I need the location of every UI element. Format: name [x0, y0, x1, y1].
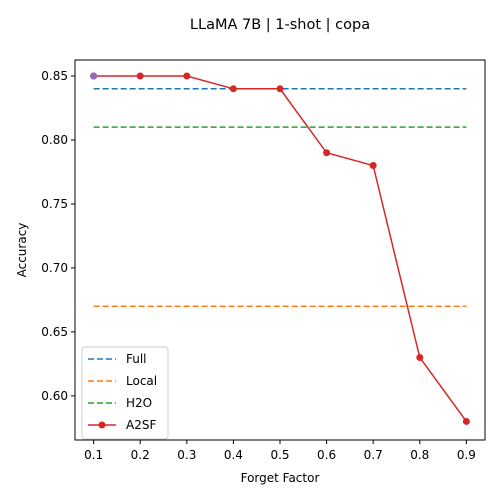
data-point-a2sf — [136, 72, 144, 80]
y-tick-label: 0.60 — [41, 389, 68, 403]
legend-label: H2O — [126, 396, 152, 410]
highlight-point — [90, 72, 98, 80]
y-tick-label: 0.70 — [41, 261, 68, 275]
x-tick-label: 0.4 — [224, 448, 243, 462]
x-tick-label: 0.7 — [364, 448, 383, 462]
axes-layer: 0.1 0.2 0.3 0.4 0.5 0.6 0.7 0.8 0.9 0.60 0.65 0.70 0… — [41, 69, 476, 462]
x-tick-label: 0.8 — [410, 448, 429, 462]
data-point-a2sf — [462, 417, 470, 425]
x-axis-label: Forget Factor — [241, 471, 320, 485]
data-point-a2sf — [229, 85, 237, 93]
y-axis-label: Accuracy — [15, 223, 29, 278]
series-layer — [90, 72, 470, 425]
data-point-a2sf — [369, 162, 377, 170]
x-tick-label: 0.3 — [177, 448, 196, 462]
data-point-a2sf — [323, 149, 331, 157]
x-tick-label: 0.5 — [270, 448, 289, 462]
y-tick-label: 0.75 — [41, 197, 68, 211]
plot-frame — [74, 59, 486, 441]
x-tick-label: 0.6 — [317, 448, 336, 462]
y-tick-label: 0.80 — [41, 133, 68, 147]
chart-title: LLaMA 7B | 1-shot | copa — [190, 17, 370, 33]
legend: Full Local H2O A2SF — [81, 346, 169, 440]
data-point-a2sf — [183, 72, 191, 80]
data-point-a2sf — [416, 353, 424, 361]
y-tick-label: 0.85 — [41, 69, 68, 83]
legend-label: A2SF — [126, 418, 156, 432]
legend-marker — [98, 421, 106, 429]
legend-box — [81, 346, 169, 440]
y-tick-label: 0.65 — [41, 325, 68, 339]
x-tick-label: 0.9 — [457, 448, 476, 462]
legend-label: Local — [126, 374, 157, 388]
legend-label: Full — [126, 352, 147, 366]
x-tick-label: 0.1 — [84, 448, 103, 462]
x-tick-label: 0.2 — [131, 448, 150, 462]
data-point-a2sf — [276, 85, 284, 93]
